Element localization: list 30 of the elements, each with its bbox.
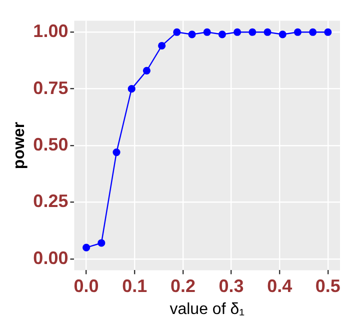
- point: [278, 30, 286, 38]
- y-tick-label: 0.75: [33, 78, 68, 98]
- point: [218, 30, 226, 38]
- point: [112, 148, 120, 156]
- y-tick-label: 0.25: [33, 191, 68, 212]
- x-axis-title: value of δ₁: [170, 300, 245, 318]
- y-tick-label: 1.00: [33, 21, 68, 42]
- point: [173, 28, 181, 36]
- point: [188, 30, 196, 38]
- x-tick-label: 0.3: [218, 276, 244, 296]
- y-axis-title: power: [11, 122, 28, 170]
- point: [203, 28, 211, 36]
- point: [294, 28, 302, 36]
- point: [142, 66, 151, 74]
- point: [248, 28, 256, 36]
- point: [82, 244, 90, 252]
- point: [98, 239, 106, 247]
- point: [158, 42, 166, 50]
- point: [324, 28, 332, 36]
- y-tick-label: 0.00: [33, 248, 68, 268]
- x-tick-label: 0.4: [267, 276, 292, 296]
- x-tick-label: 0.1: [122, 276, 148, 296]
- point: [264, 28, 272, 36]
- point: [234, 28, 242, 36]
- point: [309, 28, 317, 36]
- x-tick-label: 0.0: [74, 276, 99, 296]
- x-tick-label: 0.5: [315, 276, 340, 296]
- y-tick-label: 0.50: [33, 134, 68, 154]
- point: [128, 85, 136, 93]
- x-tick-label: 0.2: [170, 276, 196, 296]
